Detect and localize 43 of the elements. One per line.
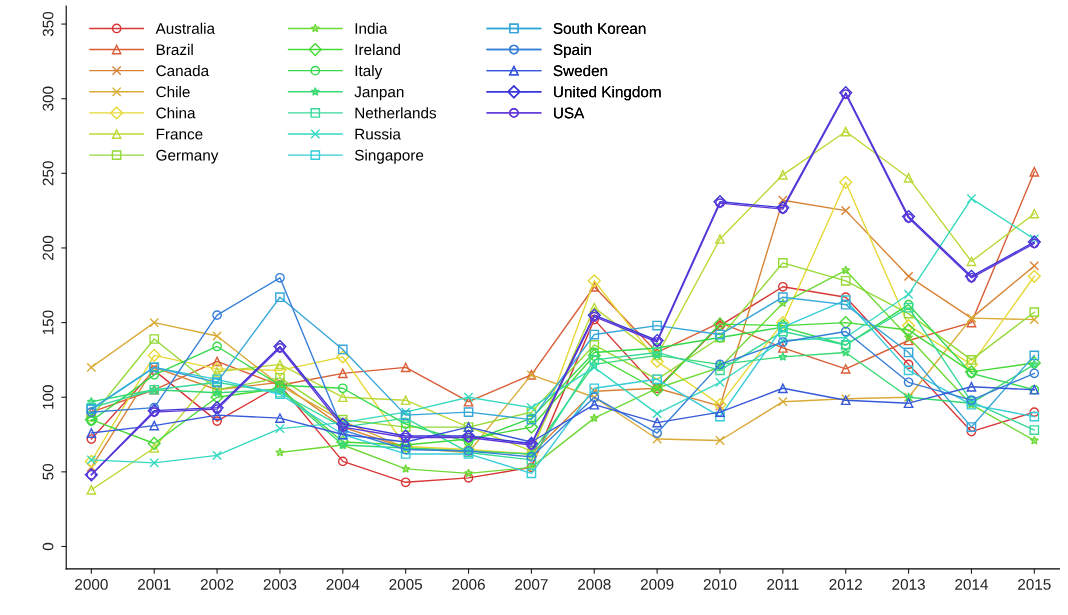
x-tick-label: 2011 bbox=[767, 579, 799, 590]
y-tick-label: 350 bbox=[42, 11, 54, 37]
legend-label: China bbox=[156, 107, 196, 119]
x-tick-label: 2001 bbox=[138, 579, 171, 590]
y-tick-label: 200 bbox=[42, 235, 54, 260]
legend-label: Netherlands bbox=[355, 107, 437, 119]
x-tick-label: 2006 bbox=[452, 579, 485, 590]
legend-label: Janpan bbox=[354, 86, 404, 101]
legend-label: Chile bbox=[156, 86, 190, 98]
x-tick-label: 2015 bbox=[1018, 579, 1051, 590]
legend-label: Singapore bbox=[354, 149, 424, 164]
x-tick-label: 2004 bbox=[326, 579, 360, 590]
legend-label: Russia bbox=[355, 128, 401, 140]
x-tick-label: 2007 bbox=[515, 579, 548, 590]
legend-label: South Korean bbox=[553, 22, 646, 34]
legend-label: Spain bbox=[553, 43, 591, 59]
x-tick-label: 2002 bbox=[200, 579, 234, 590]
x-tick-label: 2008 bbox=[578, 579, 611, 590]
y-tick-label: 300 bbox=[42, 86, 54, 111]
y-tick-label: 50 bbox=[42, 463, 54, 480]
x-tick-label: 2012 bbox=[829, 579, 862, 590]
legend-label: Sweden bbox=[553, 64, 608, 77]
x-tick-label: 2003 bbox=[263, 579, 297, 590]
x-tick-label: 2013 bbox=[892, 579, 925, 590]
x-tick-label: 2010 bbox=[703, 579, 737, 590]
legend-label: Canada bbox=[156, 64, 210, 77]
y-tick-label: 250 bbox=[42, 161, 54, 186]
legend-label: Italy bbox=[355, 64, 383, 80]
x-tick-label: 2009 bbox=[640, 579, 674, 590]
legend-label: Germany bbox=[156, 149, 219, 164]
y-tick-label: 100 bbox=[42, 385, 54, 409]
legend-label: India bbox=[355, 22, 388, 34]
x-tick-label: 2014 bbox=[955, 579, 988, 590]
legend-label: Ireland bbox=[355, 43, 400, 56]
legend-label: France bbox=[156, 128, 203, 140]
x-tick-label: 2000 bbox=[75, 579, 108, 590]
y-tick-label: 150 bbox=[42, 310, 54, 335]
y-tick-label: 0 bbox=[42, 542, 54, 551]
legend-label: United Kingdom bbox=[554, 86, 661, 101]
x-tick-label: 2005 bbox=[389, 579, 423, 590]
legend-label: Brazil bbox=[156, 43, 193, 56]
legend-label: USA bbox=[554, 107, 585, 119]
legend-label: Australia bbox=[155, 22, 216, 34]
